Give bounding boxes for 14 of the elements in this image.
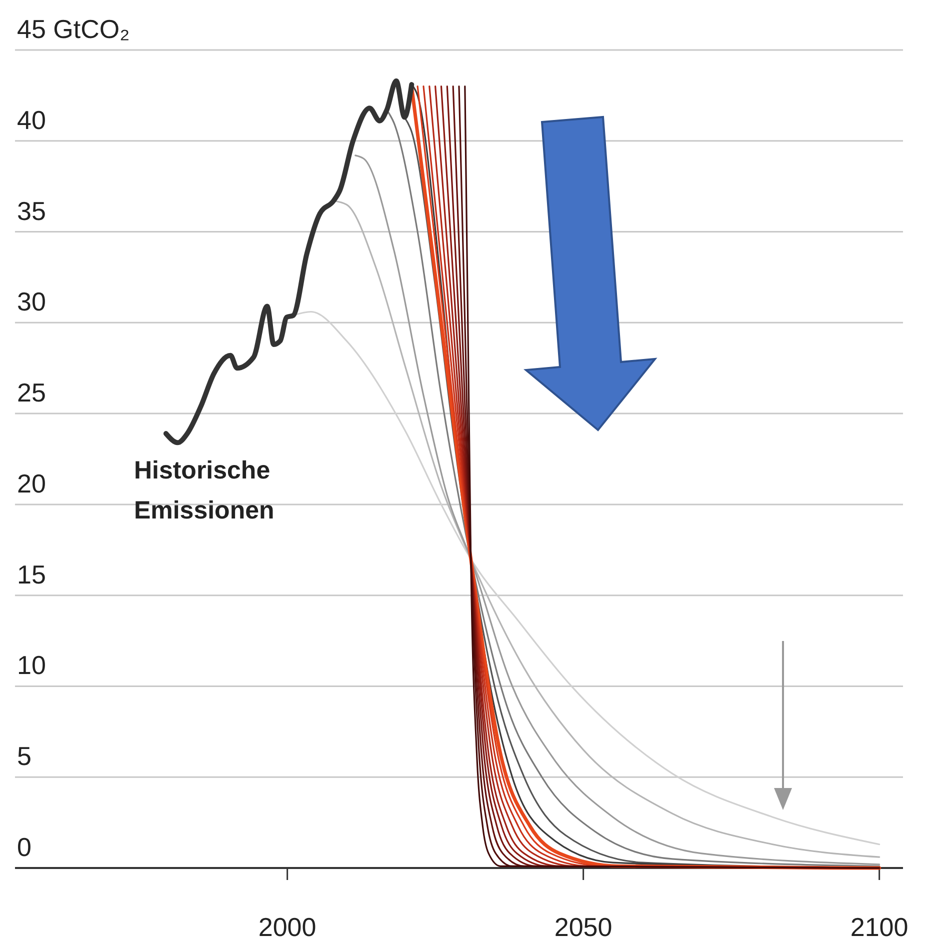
y-tick-label: 15 [17, 559, 46, 590]
y-tick-label: 35 [17, 196, 46, 226]
y-tick-label: 45 GtCO₂ [17, 14, 130, 44]
y-tick-label: 30 [17, 286, 46, 317]
y-tick-label: 0 [17, 832, 32, 862]
y-tick-label: 5 [17, 741, 32, 772]
x-tick-label: 2000 [258, 912, 316, 942]
x-tick-label: 2050 [554, 912, 612, 942]
y-tick-label: 40 [17, 104, 46, 135]
y-tick-label: 20 [17, 468, 46, 498]
y-tick-label: 25 [17, 378, 46, 408]
x-tick-label: 2100 [850, 912, 908, 942]
series-label: Historische Emissionen [134, 456, 274, 525]
y-tick-label: 10 [17, 650, 46, 680]
